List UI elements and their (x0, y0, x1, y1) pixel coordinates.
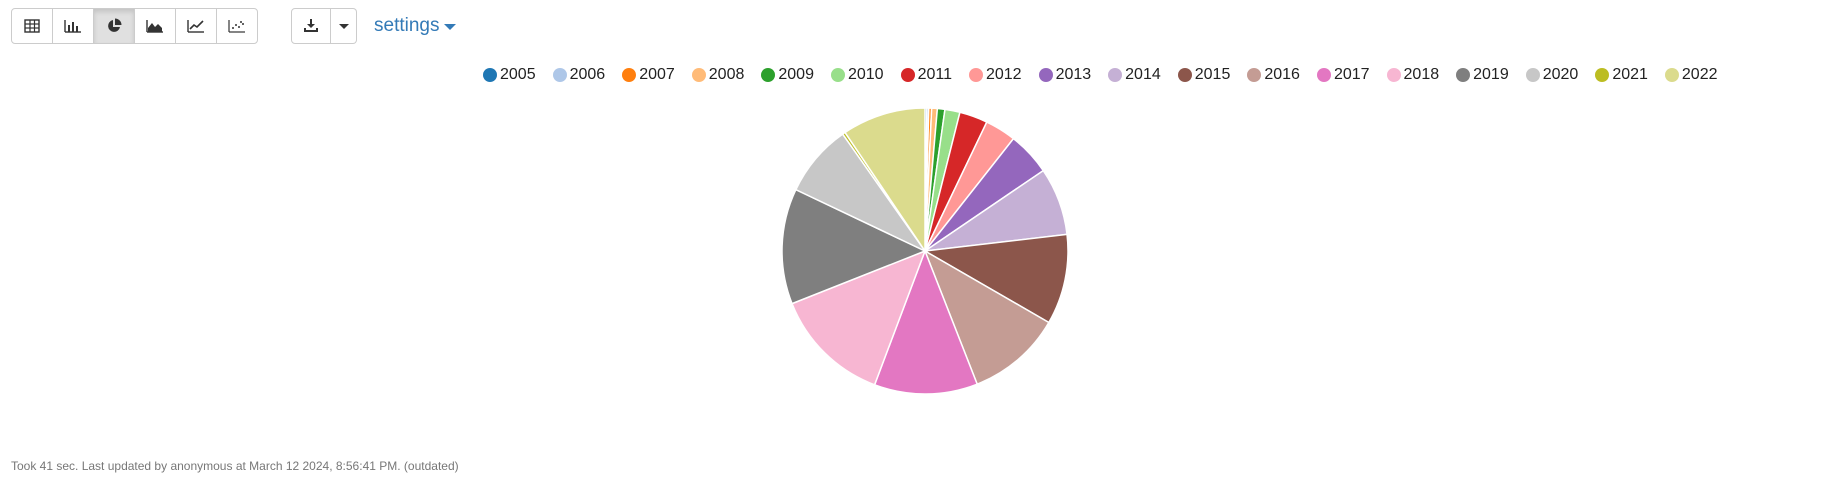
legend-label: 2020 (1542, 66, 1579, 83)
scatter-chart-icon (228, 20, 245, 33)
legend-label: 2008 (708, 66, 745, 83)
line-chart-icon (187, 20, 204, 33)
pie-slice-2016[interactable] (923, 249, 1050, 386)
status-footer: Took 41 sec. Last updated by anonymous a… (11, 459, 459, 473)
download-icon (304, 19, 318, 32)
legend-item-2020[interactable]: 2020 (1525, 66, 1579, 84)
legend-swatch (1456, 68, 1471, 82)
legend-swatch (761, 68, 776, 82)
legend-label: 2011 (917, 66, 952, 83)
settings-label: settings (374, 15, 440, 36)
legend-label: 2016 (1264, 66, 1300, 83)
legend-label: 2010 (847, 66, 884, 83)
legend-swatch (968, 68, 983, 82)
legend-swatch (483, 68, 497, 82)
legend-label: 2006 (569, 66, 606, 83)
legend-item-2014[interactable]: 2014 (1108, 66, 1161, 84)
legend-swatch (1247, 68, 1262, 82)
legend-label: 2012 (985, 66, 1022, 83)
pie-slice-2022[interactable] (843, 107, 926, 254)
legend-swatch (1595, 68, 1610, 82)
legend-item-2016[interactable]: 2016 (1247, 66, 1300, 84)
legend-swatch (552, 68, 567, 82)
download-options-toggle[interactable] (331, 8, 357, 44)
legend-item-2019[interactable]: 2019 (1456, 66, 1509, 84)
area-chart-icon (146, 20, 163, 33)
legend-item-2005[interactable]: 2005 (483, 66, 536, 84)
legend-swatch (1177, 68, 1192, 82)
legend-item-2012[interactable]: 2012 (968, 66, 1022, 84)
legend-label: 2005 (500, 66, 536, 83)
legend-swatch (900, 68, 915, 82)
pie-slice-2017[interactable] (873, 248, 979, 395)
table-icon (24, 19, 40, 33)
legend-label: 2017 (1333, 66, 1370, 83)
area-chart-view-button[interactable] (134, 8, 176, 44)
caret-down-icon (444, 24, 457, 30)
legend-swatch (1316, 68, 1331, 82)
legend-item-2021[interactable]: 2021 (1595, 66, 1648, 84)
legend-item-2008[interactable]: 2008 (691, 66, 745, 84)
legend-item-2015[interactable]: 2015 (1177, 66, 1231, 84)
chevron-down-icon (338, 23, 349, 29)
pie-slice-2015[interactable] (922, 233, 1069, 324)
pie-slice-2019[interactable] (781, 188, 927, 305)
legend-swatch (1108, 68, 1123, 82)
download-button-group (291, 8, 357, 44)
pie-slice-2018[interactable] (791, 249, 927, 386)
pie-chart-icon (108, 18, 122, 32)
pie-chart (781, 107, 1069, 395)
legend-label: 2021 (1612, 66, 1648, 83)
bar-chart-icon (64, 20, 81, 33)
line-chart-view-button[interactable] (175, 8, 217, 44)
legend-label: 2009 (778, 66, 814, 83)
legend-label: 2015 (1194, 66, 1231, 83)
chart-legend: 2005 2006 2007 2008 2009 2010 2011 2012 2013 2014… (483, 66, 1735, 84)
legend-label: 2022 (1681, 66, 1718, 83)
legend-item-2022[interactable]: 2022 (1664, 66, 1718, 84)
legend-item-2007[interactable]: 2007 (622, 66, 675, 84)
legend-label: 2013 (1055, 66, 1092, 83)
legend-item-2006[interactable]: 2006 (552, 66, 606, 84)
legend-item-2011[interactable]: 2011 (900, 66, 952, 84)
legend-item-2010[interactable]: 2010 (830, 66, 884, 84)
table-view-button[interactable] (11, 8, 53, 44)
legend-label: 2007 (639, 66, 675, 83)
legend-swatch (1386, 68, 1401, 82)
legend-swatch (691, 68, 706, 82)
legend-swatch (622, 68, 637, 82)
bar-chart-view-button[interactable] (52, 8, 94, 44)
view-toolbar (11, 8, 258, 44)
settings-dropdown[interactable]: settings (374, 15, 457, 37)
legend-swatch (1525, 68, 1540, 82)
legend-item-2013[interactable]: 2013 (1038, 66, 1092, 84)
legend-swatch (1038, 68, 1053, 82)
legend-item-2017[interactable]: 2017 (1316, 66, 1370, 84)
pie-chart-view-button[interactable] (93, 8, 135, 44)
legend-swatch (830, 68, 845, 82)
legend-item-2009[interactable]: 2009 (761, 66, 814, 84)
legend-label: 2018 (1403, 66, 1440, 83)
download-button[interactable] (291, 8, 331, 44)
legend-label: 2014 (1125, 66, 1161, 83)
legend-swatch (1664, 68, 1679, 82)
legend-item-2018[interactable]: 2018 (1386, 66, 1440, 84)
legend-label: 2019 (1473, 66, 1509, 83)
scatter-chart-view-button[interactable] (216, 8, 258, 44)
